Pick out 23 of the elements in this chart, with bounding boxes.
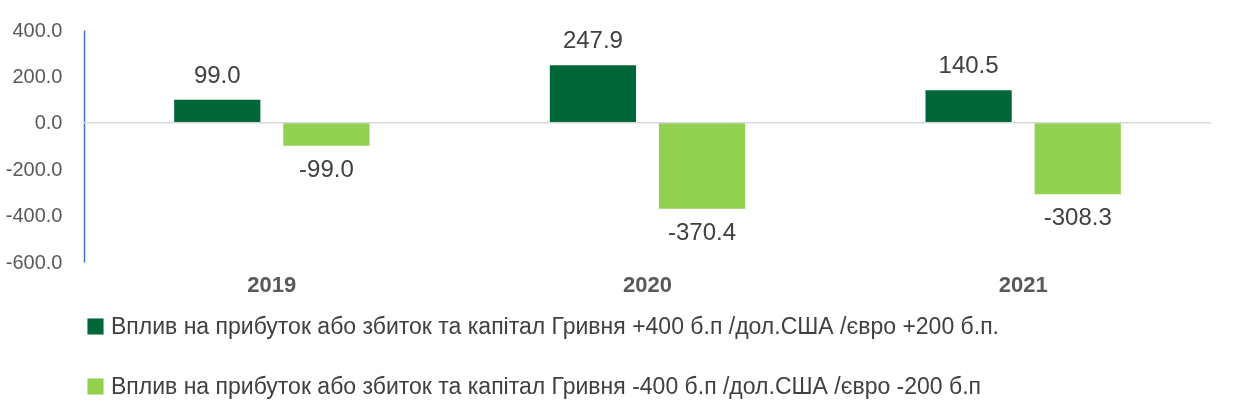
x-tick-label: 2019: [247, 271, 297, 297]
x-tick-label: 2021: [998, 271, 1048, 297]
data-label: 247.9: [562, 26, 623, 54]
y-tick-label: 200.0: [12, 64, 63, 87]
data-label: 99.0: [193, 60, 241, 88]
bar: [1034, 122, 1121, 195]
legend-label: Вплив на прибуток або збиток та капітал Гривня +400 б.п /дол.США /євро +200 б.п.: [111, 312, 999, 339]
bar: [549, 65, 637, 123]
bar: [283, 122, 370, 146]
data-label: 140.5: [938, 51, 999, 79]
legend-label: Вплив на прибуток або збиток та капітал Гривня -400 б.п /дол.США /євро -200 б.п: [111, 372, 982, 399]
data-label: -370.4: [668, 217, 737, 245]
y-tick-label: 400.0: [12, 18, 63, 41]
x-tick-label: 2020: [623, 271, 672, 297]
bar: [925, 90, 1012, 123]
y-tick-label: -400.0: [5, 204, 63, 227]
data-label: -308.3: [1043, 203, 1112, 231]
y-tick-label: -200.0: [5, 157, 63, 180]
bar: [174, 99, 261, 123]
y-tick-label: -600.0: [5, 250, 63, 273]
data-label: -99.0: [299, 154, 354, 182]
y-tick-label: 0.0: [34, 111, 63, 134]
bar: [658, 122, 746, 209]
